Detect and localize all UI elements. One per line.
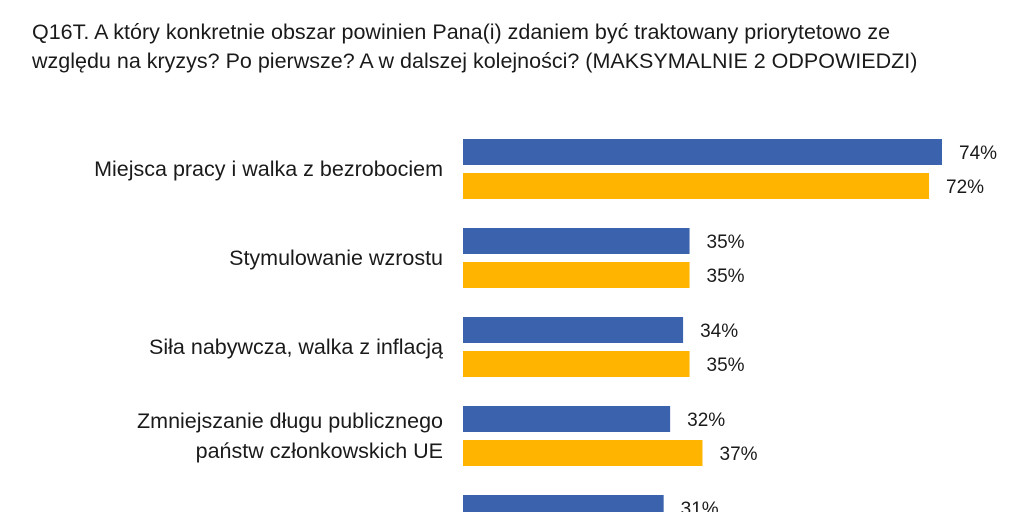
bar [463,351,690,377]
category-label: Zmniejszanie długu publicznego [137,409,443,433]
chart-title: Q16T. A który konkretnie obszar powinien… [32,18,992,76]
data-label: 32% [687,410,725,431]
category-label: Stymulowanie wzrostu [229,246,443,270]
data-label: 72% [946,177,984,198]
bar [463,262,690,288]
bar [463,406,671,432]
bar [463,228,690,254]
chart-title-line-2: względu na kryzys? Po pierwsze? A w dals… [32,49,918,73]
category-label: Miejsca pracy i walka z bezrobociem [94,157,443,181]
bar [463,495,664,512]
bar [463,440,703,466]
bar [463,139,942,165]
category-label: państw członkowskich UE [196,439,443,463]
data-label: 74% [959,143,997,164]
data-label: 34% [700,321,738,342]
data-label: 37% [720,444,758,465]
bar [463,317,684,343]
data-label: 35% [707,355,745,376]
category-label: Siła nabywcza, walka z inflacją [149,335,443,359]
chart-title-line-1: Q16T. A który konkretnie obszar powinien… [32,20,891,44]
data-label: 31% [681,499,719,512]
bar [463,173,930,199]
data-label: 35% [707,266,745,287]
data-label: 35% [707,232,745,253]
